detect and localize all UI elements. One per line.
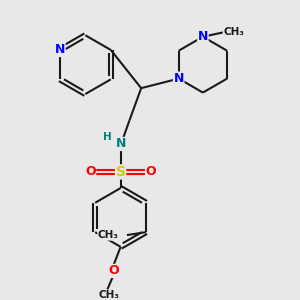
- Text: O: O: [108, 264, 119, 278]
- Text: N: N: [55, 44, 65, 56]
- Text: S: S: [116, 165, 126, 179]
- Text: CH₃: CH₃: [223, 27, 244, 37]
- Text: N: N: [116, 137, 126, 151]
- Text: H: H: [103, 132, 112, 142]
- Text: N: N: [173, 72, 184, 85]
- Text: CH₃: CH₃: [98, 290, 119, 300]
- Text: O: O: [85, 165, 96, 178]
- Text: O: O: [146, 165, 156, 178]
- Text: CH₃: CH₃: [98, 230, 119, 240]
- Text: N: N: [198, 30, 208, 43]
